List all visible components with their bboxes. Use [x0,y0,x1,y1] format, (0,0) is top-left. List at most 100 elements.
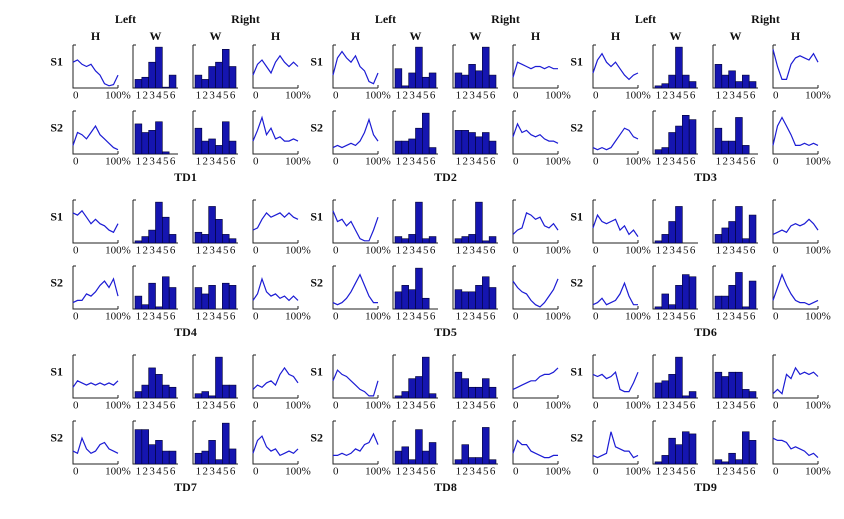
bar [468,64,476,89]
category-label: 1 [136,400,142,412]
bar [468,234,476,244]
line [252,115,299,142]
bar [155,440,163,465]
panel-title: TD3 [694,170,717,184]
column-label: W [670,29,682,43]
category-label: 4 [156,466,162,478]
row-label: S1 [310,54,323,68]
bar [714,459,723,465]
bar [682,115,690,155]
category-label: 4 [736,245,742,257]
bar [675,444,683,465]
axes [252,200,298,244]
row-label: S2 [310,275,323,289]
bar [215,219,223,244]
category-label: 6 [230,245,236,257]
axes [592,45,638,89]
bar [488,386,497,399]
category-label: 1 [656,156,662,168]
category-label: 6 [430,245,436,257]
category-label: 5 [743,311,749,323]
axes [512,200,558,244]
category-label: 3 [149,245,155,257]
axes [512,355,558,399]
bar [475,457,483,465]
x-tick-label: 100% [625,156,651,168]
category-label: 2 [723,466,729,478]
category-label: 2 [203,156,209,168]
category-label: 4 [156,311,162,323]
x-tick-label: 0 [73,311,79,323]
bar [728,371,736,399]
bar [654,382,663,399]
category-label: 3 [209,466,215,478]
category-label: 2 [203,311,209,323]
line [72,277,119,304]
bar [488,140,497,155]
line [252,276,299,302]
bar [721,461,729,465]
category-label: 5 [483,311,489,323]
category-label: 5 [223,90,229,102]
bar [682,395,690,399]
category-label: 6 [750,90,756,102]
bar [675,125,683,155]
category-label: 6 [750,311,756,323]
line [252,366,299,390]
column-label: H [611,29,621,43]
bar [422,356,430,399]
category-label: 4 [216,400,222,412]
bar [201,293,209,310]
category-label: 4 [216,245,222,257]
bar [482,378,490,399]
category-label: 1 [196,400,202,412]
x-tick-label: 0 [513,156,519,168]
bar [422,297,430,310]
bar [654,149,663,155]
bar [728,221,736,244]
panel-title: TD7 [174,480,197,494]
x-tick-label: 100% [805,400,831,412]
bar [742,145,750,155]
bar [215,356,223,399]
bar [742,238,750,244]
category-label: 5 [223,245,229,257]
category-label: 1 [656,311,662,323]
bar [735,371,743,399]
bar [668,374,676,399]
category-label: 6 [690,466,696,478]
x-tick-label: 0 [253,245,259,257]
x-tick-label: 100% [285,245,311,257]
line [512,61,558,78]
bar [748,391,757,399]
category-label: 5 [163,156,169,168]
bar [682,431,690,465]
bar [721,376,729,399]
x-tick-label: 0 [253,400,259,412]
category-label: 3 [729,90,735,102]
bar [155,46,163,89]
x-tick-label: 0 [73,466,79,478]
category-label: 2 [203,466,209,478]
category-label: 5 [483,90,489,102]
category-label: 6 [230,466,236,478]
category-label: 6 [430,466,436,478]
category-label: 2 [663,311,669,323]
bar [735,81,743,89]
category-label: 3 [149,90,155,102]
category-label: 4 [416,466,422,478]
x-tick-label: 100% [105,90,131,102]
group-label: Right [491,12,520,26]
category-label: 1 [396,156,402,168]
category-label: 1 [456,156,462,168]
category-label: 3 [729,466,735,478]
bar [141,76,149,89]
category-label: 3 [409,311,415,323]
panel-title: TD1 [174,170,197,184]
row-label: S2 [50,120,63,134]
bar [461,378,469,399]
group-label: Right [231,12,260,26]
x-tick-label: 0 [593,400,599,412]
bar [675,206,683,244]
bar [222,234,230,244]
